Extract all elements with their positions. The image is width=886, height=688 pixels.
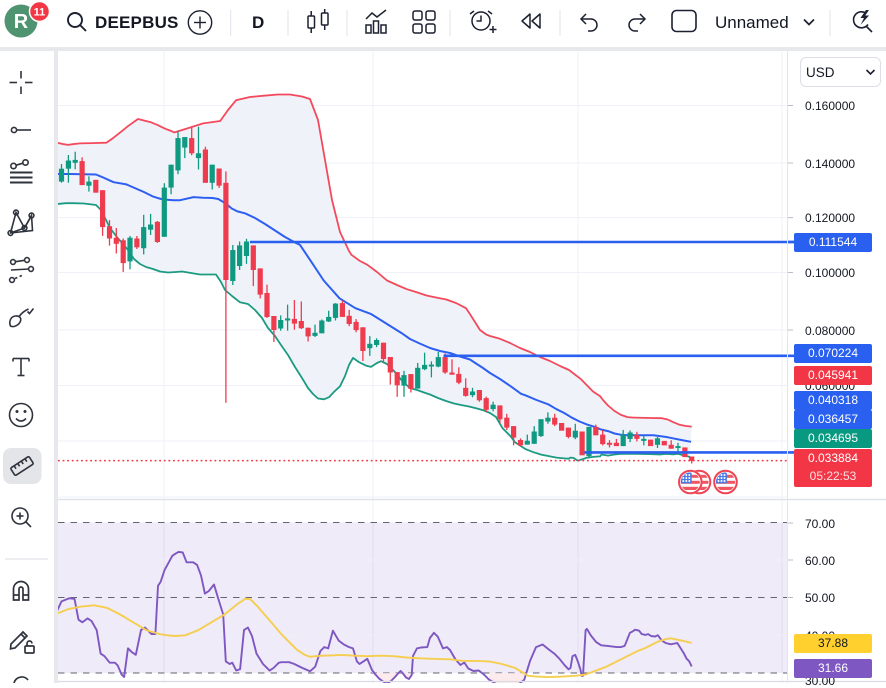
svg-text:R: R (14, 11, 29, 33)
svg-text:11: 11 (34, 7, 46, 19)
